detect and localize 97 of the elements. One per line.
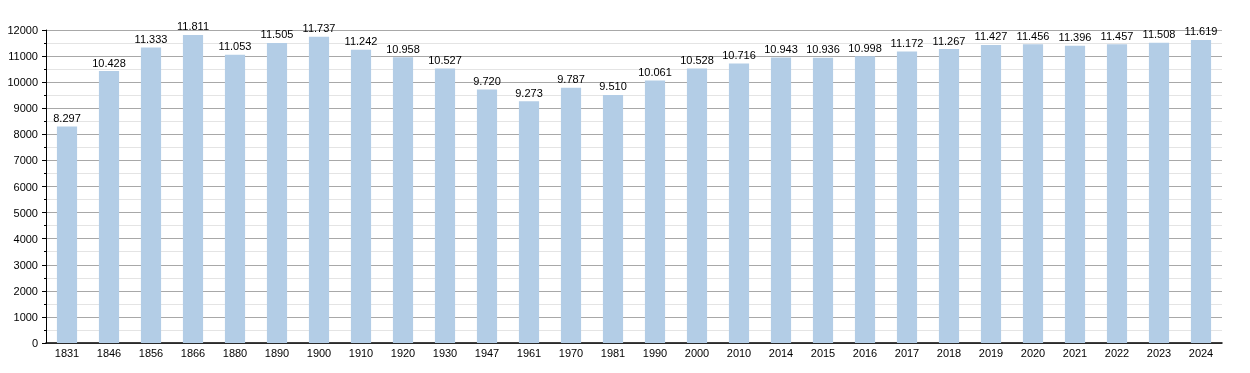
- data-label: 11.508: [1142, 28, 1176, 41]
- x-tick-label: 2016: [852, 346, 878, 359]
- y-tick-label: 8000: [13, 128, 38, 141]
- bar: [1190, 39, 1212, 343]
- bar: [1106, 44, 1128, 343]
- x-tick-label: 2020: [1020, 346, 1046, 359]
- bar: [182, 34, 204, 343]
- bar: [896, 51, 918, 343]
- x-tick-label: 2021: [1062, 346, 1088, 359]
- bar: [350, 49, 372, 343]
- x-tick-label: 2015: [810, 346, 836, 359]
- data-label: 10.528: [680, 53, 714, 66]
- data-label: 9.787: [557, 73, 585, 86]
- bar: [392, 57, 414, 343]
- data-label: 10.958: [386, 42, 420, 55]
- bar: [728, 63, 750, 343]
- x-tick-label: 1920: [390, 346, 416, 359]
- bar: [1148, 42, 1170, 343]
- data-label: 8.297: [53, 112, 81, 125]
- x-tick-label: 2023: [1146, 346, 1172, 359]
- data-label: 11.737: [302, 22, 336, 35]
- bar: [140, 47, 162, 343]
- x-tick-label: 1947: [474, 346, 500, 359]
- data-label: 10.936: [806, 43, 840, 56]
- data-label: 11.456: [1016, 29, 1050, 42]
- y-tick-label: 9000: [13, 102, 38, 115]
- y-tick-label: 5000: [13, 206, 38, 219]
- x-tick-label: 1981: [600, 346, 626, 359]
- data-label: 11.505: [260, 28, 294, 41]
- data-label: 11.619: [1184, 25, 1218, 38]
- y-tick-label: 10000: [7, 76, 38, 89]
- data-label: 10.943: [764, 43, 798, 56]
- x-tick-label: 1910: [348, 346, 374, 359]
- x-tick-label: 2017: [894, 346, 920, 359]
- data-label: 11.427: [974, 30, 1008, 43]
- data-label: 11.811: [176, 20, 210, 33]
- bar: [224, 54, 246, 343]
- bar: [308, 36, 330, 343]
- bar: [434, 68, 456, 343]
- x-tick-label: 1990: [642, 346, 668, 359]
- x-tick-label: 1890: [264, 346, 290, 359]
- bar: [812, 57, 834, 343]
- bar: [476, 89, 498, 343]
- x-tick-label: 1866: [180, 346, 206, 359]
- data-label: 10.428: [92, 56, 126, 69]
- data-label: 11.172: [890, 37, 924, 50]
- bar: [644, 80, 666, 343]
- x-tick-label: 1880: [222, 346, 248, 359]
- x-tick-label: 2022: [1104, 346, 1130, 359]
- x-tick-label: 1961: [516, 346, 542, 359]
- data-label: 11.457: [1100, 29, 1134, 42]
- data-label: 10.998: [848, 41, 882, 54]
- y-tick-label: 4000: [13, 232, 38, 245]
- data-label: 10.716: [722, 48, 756, 61]
- x-tick-label: 2014: [768, 346, 794, 359]
- y-tick-label: 7000: [13, 154, 38, 167]
- data-label: 11.396: [1058, 31, 1092, 44]
- x-tick-label: 1930: [432, 346, 458, 359]
- x-tick-label: 1900: [306, 346, 332, 359]
- x-tick-label: 1970: [558, 346, 584, 359]
- x-tick-label: 1831: [54, 346, 80, 359]
- data-label: 11.242: [344, 35, 378, 48]
- data-label: 9.510: [599, 80, 627, 93]
- y-tick-label: 1000: [13, 310, 38, 323]
- x-tick-label: 2018: [936, 346, 962, 359]
- bar: [602, 94, 624, 343]
- data-label: 9.273: [515, 86, 543, 99]
- y-tick-label: 6000: [13, 180, 38, 193]
- bar: [266, 42, 288, 343]
- bar: [98, 71, 120, 343]
- bar: [560, 87, 582, 343]
- y-tick-label: 11000: [8, 50, 38, 63]
- x-tick-label: 2019: [978, 346, 1004, 359]
- y-tick-label: 12000: [7, 24, 38, 36]
- x-tick-label: 2010: [726, 346, 752, 359]
- x-tick-label: 2024: [1188, 346, 1214, 359]
- data-label: 11.267: [932, 34, 966, 47]
- bar: [1022, 44, 1044, 343]
- data-label: 9.720: [473, 74, 501, 87]
- bar: [518, 101, 540, 343]
- x-tick-label: 2000: [684, 346, 710, 359]
- bar: [938, 49, 960, 343]
- bar: [770, 57, 792, 343]
- data-label: 10.061: [638, 66, 672, 79]
- bar: [56, 126, 78, 343]
- y-tick-label: 2000: [13, 284, 38, 297]
- x-tick-label: 1856: [138, 346, 164, 359]
- bar: [980, 44, 1002, 343]
- y-tick-label: 3000: [13, 258, 38, 271]
- data-label: 11.053: [218, 40, 252, 53]
- bar: [854, 56, 876, 343]
- x-tick-label: 1846: [96, 346, 122, 359]
- data-label: 10.527: [428, 53, 462, 66]
- bar: [1064, 45, 1086, 343]
- data-label: 11.333: [134, 32, 168, 45]
- y-tick-label: 0: [31, 337, 38, 349]
- bar: [686, 68, 708, 343]
